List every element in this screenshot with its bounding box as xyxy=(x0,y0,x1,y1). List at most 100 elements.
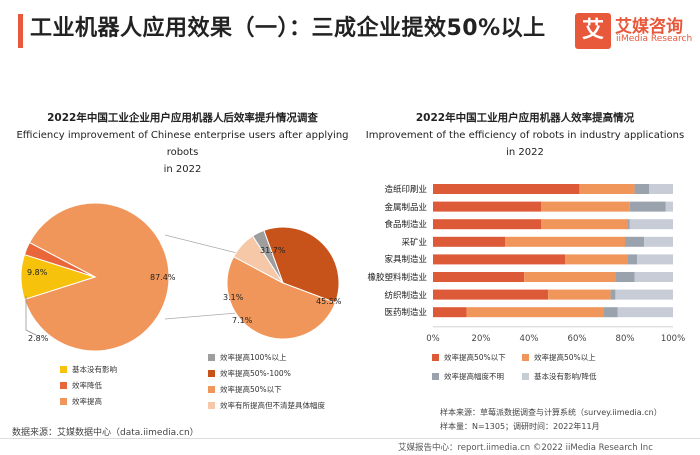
pie-slice-decrease xyxy=(23,241,96,278)
bar-legend-over-50: 效率提高50%以上 xyxy=(522,352,596,363)
pie-chart-year: in 2022 xyxy=(163,164,202,175)
bar-segment-1-6 xyxy=(433,272,525,282)
legend-decrease: 效率降低 xyxy=(60,380,102,391)
bar-chart-title: 2022年中国工业用户应用机器人效率提高情况 xyxy=(415,112,635,124)
subpie-label-3-1: 3.1% xyxy=(223,293,244,302)
bar-category-label: 造纸印刷业 xyxy=(384,185,427,195)
legend-swatch xyxy=(432,373,439,380)
pie-connector-bottom xyxy=(164,312,238,320)
bar-segment-3-7 xyxy=(610,289,616,300)
legend-swatch xyxy=(208,354,215,361)
subpie-label-7-1: 7.1% xyxy=(232,316,253,325)
legend-swatch xyxy=(522,354,529,361)
bar-segment-2-7 xyxy=(548,289,611,300)
bar-segment-1-8 xyxy=(433,307,467,318)
bar-segment-1-2 xyxy=(433,201,541,212)
bar-category-label: 金属制品业 xyxy=(384,202,427,213)
subpie-label-31-7: 31.7% xyxy=(260,246,286,255)
bar-legend-no-effect: 基本没有影响/降低 xyxy=(522,371,597,382)
legend-swatch xyxy=(208,402,215,409)
logo-icon: 艾 xyxy=(575,13,611,49)
bar-segment-3-4 xyxy=(625,236,645,247)
legend-over-100: 效率提高100%以上 xyxy=(208,352,286,363)
bar-tick-label: 40% xyxy=(519,333,539,344)
pie-slice-increase xyxy=(23,202,170,352)
bar-segment-4-8 xyxy=(617,307,673,318)
pie-chart-subtitle: Efficiency improvement of Chinese enterp… xyxy=(16,130,349,158)
bar-category-label: 家具制造业 xyxy=(384,255,427,266)
leader-line-2-8 xyxy=(25,296,37,336)
bar-tick-label: 80% xyxy=(615,333,635,344)
logo-text: 艾媒咨询 xyxy=(615,17,683,37)
bar-segment-4-6 xyxy=(634,272,673,282)
bar-legend-unclear: 效率提高幅度不明 xyxy=(432,371,504,382)
pie-chart-title-block: 2022年中国工业企业用户应用机器人后效率提升情况调查 Efficiency i… xyxy=(10,110,355,178)
bar-tick-label: 60% xyxy=(567,333,587,344)
page-title: 工业机器人应用效果（一）：三成企业提效50%以上 xyxy=(30,16,546,41)
title-accent-bar xyxy=(18,14,23,48)
sample-source: 样本来源：草莓派数据调查与计算系统（survey.iimedia.cn） xyxy=(440,408,662,417)
bar-category-label: 纺织制造业 xyxy=(384,290,427,301)
legend-no-effect: 基本没有影响 xyxy=(60,364,117,375)
bar-category-label: 医药制造业 xyxy=(384,308,427,319)
pie-label-2-8: 2.8% xyxy=(28,334,49,343)
subpie-slice-under-50 xyxy=(226,256,337,340)
legend-swatch xyxy=(432,354,439,361)
data-source: 数据来源：艾媒数据中心（data.iimedia.cn） xyxy=(12,428,199,438)
footer-bar: 艾媒报告中心：report.iimedia.cn ©2022 iiMedia R… xyxy=(398,443,653,453)
bar-segment-1-7 xyxy=(433,289,549,300)
pie-label-9-8: 9.8% xyxy=(27,268,48,277)
bar-segment-3-6 xyxy=(615,272,635,282)
legend-swatch xyxy=(522,373,529,380)
footer-divider xyxy=(0,438,700,439)
subpie-label-45-5: 45.5% xyxy=(316,297,342,306)
bar-legend-under-50: 效率提高50%以下 xyxy=(432,352,506,363)
bar-tick-label: 0% xyxy=(426,333,440,344)
legend-swatch xyxy=(60,382,67,389)
bar-segment-2-8 xyxy=(466,307,604,318)
legend-under-50: 效率提高50%以下 xyxy=(208,384,282,395)
bar-segment-1-4 xyxy=(433,236,505,247)
pie-chart xyxy=(20,202,340,352)
bar-segment-3-5 xyxy=(627,254,637,265)
bar-category-label: 采矿业 xyxy=(401,237,427,248)
bar-segment-3-1 xyxy=(634,184,649,194)
bar-segment-4-7 xyxy=(615,289,673,300)
bar-category-label: 橡胶塑料制造业 xyxy=(367,273,427,283)
bar-segment-2-6 xyxy=(524,272,616,282)
bar-tick-label: 20% xyxy=(471,333,491,344)
bar-segment-2-3 xyxy=(541,219,628,230)
legend-swatch xyxy=(208,386,215,393)
bar-segment-4-5 xyxy=(637,254,673,265)
pie-connector-top xyxy=(164,234,238,254)
bar-segment-2-2 xyxy=(541,201,630,212)
pie-chart-title: 2022年中国工业企业用户应用机器人后效率提升情况调查 xyxy=(47,112,318,124)
bar-chart-subtitle: Improvement of the efficiency of robots … xyxy=(365,130,685,141)
bar-segment-1-1 xyxy=(433,184,580,194)
pie-label-87-4: 87.4% xyxy=(150,273,176,282)
bar-tick-label: 100% xyxy=(660,333,686,344)
legend-swatch xyxy=(60,366,67,373)
bar-segment-1-3 xyxy=(433,219,541,230)
bar-segment-3-8 xyxy=(603,307,618,318)
sample-size: 样本量：N=1305；调研时间：2022年11月 xyxy=(440,422,600,431)
logo-subtext: iiMedia Research xyxy=(616,34,693,44)
bar-chart-title-block: 2022年中国工业用户应用机器人效率提高情况 Improvement of th… xyxy=(355,110,695,161)
subpie-slice-over-100 xyxy=(251,229,284,284)
bar-segment-4-2 xyxy=(665,201,673,212)
bar-segment-2-4 xyxy=(505,236,625,247)
bar-segment-4-4 xyxy=(644,236,673,247)
bar-segment-2-5 xyxy=(565,254,628,265)
legend-swatch xyxy=(60,398,67,405)
bar-segment-4-1 xyxy=(649,184,673,194)
bar-segment-3-2 xyxy=(629,201,666,212)
legend-swatch xyxy=(208,370,215,377)
legend-unclear: 效率有所提高但不清楚具体幅度 xyxy=(208,400,325,411)
legend-increase: 效率提高 xyxy=(60,396,102,407)
bar-segment-1-5 xyxy=(433,254,565,265)
subpie-slice-50-100 xyxy=(263,226,340,304)
bar-chart-year: in 2022 xyxy=(506,147,544,158)
bar-segment-2-1 xyxy=(579,184,635,194)
bar-category-label: 食品制造业 xyxy=(384,220,427,231)
bar-segment-4-3 xyxy=(629,219,673,230)
